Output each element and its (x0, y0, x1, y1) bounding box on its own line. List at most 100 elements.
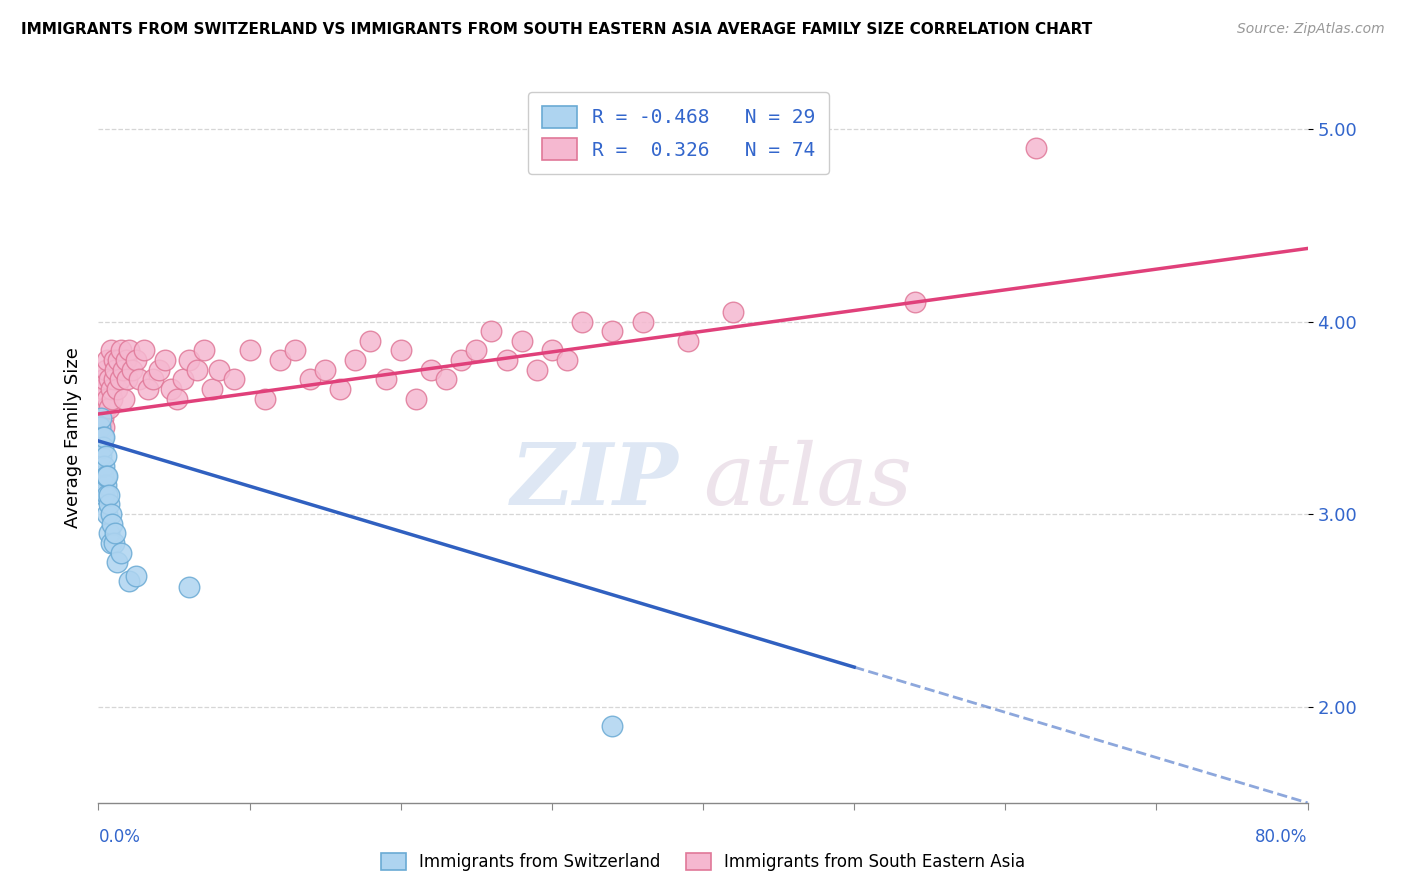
Point (112, 392, 135, 406)
Legend: R = -0.468   N = 29, R =  0.326   N = 74: R = -0.468 N = 29, R = 0.326 N = 74 (529, 92, 830, 174)
Point (108, 372, 131, 386)
Point (93, 420, 115, 434)
Point (602, 324, 624, 338)
Point (98, 526, 121, 541)
Point (904, 295, 927, 310)
Point (128, 372, 150, 386)
Point (153, 353, 176, 368)
Point (94, 468, 117, 483)
Point (193, 343, 215, 358)
Point (125, 568, 148, 582)
Point (166, 392, 188, 406)
Point (555, 353, 578, 368)
Point (91, 468, 114, 483)
Point (329, 382, 352, 396)
Point (96, 488, 118, 502)
Point (465, 343, 488, 358)
Point (495, 353, 517, 368)
Point (103, 353, 125, 368)
Point (631, 315, 654, 329)
Point (125, 353, 148, 368)
Point (110, 343, 132, 358)
Point (98, 488, 121, 502)
Text: IMMIGRANTS FROM SWITZERLAND VS IMMIGRANTS FROM SOUTH EASTERN ASIA AVERAGE FAMILY: IMMIGRANTS FROM SWITZERLAND VS IMMIGRANT… (21, 22, 1092, 37)
Point (90, 420, 112, 434)
Point (100, 343, 122, 358)
Point (510, 334, 533, 348)
Point (89, 420, 111, 434)
Point (107, 353, 129, 368)
Point (299, 372, 322, 386)
Point (98, 498, 121, 512)
Point (91, 440, 114, 454)
Point (115, 372, 138, 386)
Point (89, 401, 111, 416)
Y-axis label: Average Family Size: Average Family Size (63, 347, 82, 527)
Point (100, 507, 122, 521)
Point (269, 353, 291, 368)
Point (450, 353, 472, 368)
Text: 0.0%: 0.0% (98, 828, 141, 846)
Point (91, 430, 114, 444)
Point (405, 392, 427, 406)
Point (93, 372, 115, 386)
Point (94, 450, 117, 464)
Point (114, 353, 136, 368)
Point (90, 392, 112, 406)
Point (208, 362, 231, 376)
Point (179, 580, 201, 594)
Point (148, 362, 170, 376)
Point (110, 545, 132, 559)
Point (103, 372, 125, 386)
Point (434, 372, 457, 386)
Point (94, 478, 117, 492)
Point (284, 343, 307, 358)
Point (96, 392, 118, 406)
Text: Source: ZipAtlas.com: Source: ZipAtlas.com (1237, 22, 1385, 37)
Point (111, 362, 134, 376)
Point (93, 430, 115, 444)
Point (136, 382, 159, 396)
Point (186, 362, 208, 376)
Point (103, 536, 125, 550)
Point (94, 401, 117, 416)
Point (142, 372, 165, 386)
Point (91, 410, 114, 425)
Text: 80.0%: 80.0% (1256, 828, 1308, 846)
Point (360, 334, 382, 348)
Point (132, 343, 155, 358)
Point (172, 372, 194, 386)
Point (96, 468, 118, 483)
Point (96, 507, 118, 521)
Point (1024, 141, 1046, 155)
Point (526, 362, 548, 376)
Point (571, 315, 593, 329)
Point (118, 574, 141, 589)
Point (91, 382, 114, 396)
Point (93, 458, 115, 473)
Point (481, 324, 503, 338)
Point (179, 353, 201, 368)
Point (105, 382, 128, 396)
Point (540, 343, 562, 358)
Point (420, 362, 443, 376)
Point (602, 719, 624, 733)
Point (344, 353, 367, 368)
Point (389, 343, 412, 358)
Point (105, 555, 128, 569)
Point (314, 362, 336, 376)
Point (118, 343, 141, 358)
Point (93, 488, 115, 502)
Point (98, 372, 121, 386)
Point (253, 392, 276, 406)
Point (239, 343, 262, 358)
Point (94, 362, 117, 376)
Point (90, 450, 112, 464)
Point (90, 410, 112, 425)
Text: ZIP: ZIP (510, 439, 679, 523)
Point (100, 536, 122, 550)
Point (121, 362, 143, 376)
Point (98, 401, 121, 416)
Legend: Immigrants from Switzerland, Immigrants from South Eastern Asia: Immigrants from Switzerland, Immigrants … (373, 845, 1033, 880)
Point (101, 392, 124, 406)
